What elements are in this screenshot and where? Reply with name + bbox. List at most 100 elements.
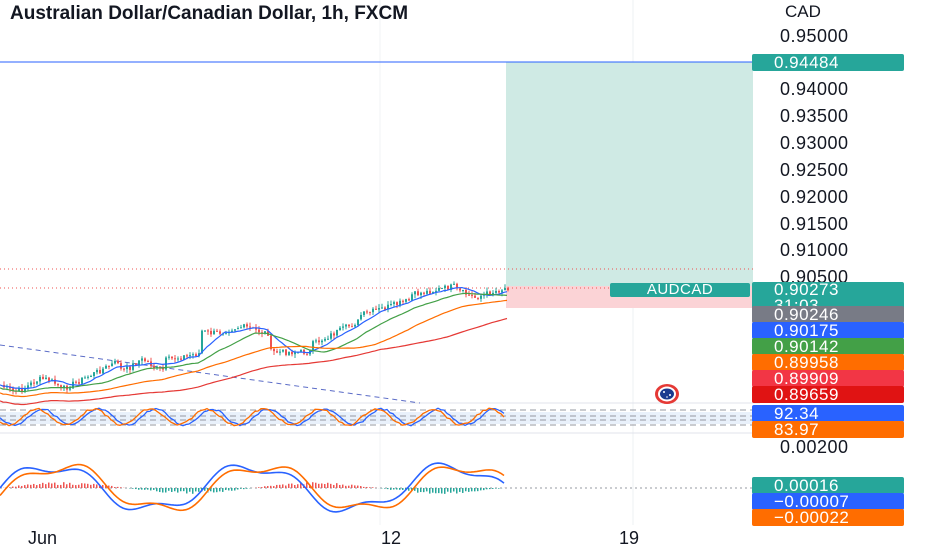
candle-body bbox=[57, 383, 59, 386]
macd-histogram-bar bbox=[117, 486, 119, 488]
macd-histogram-bar bbox=[54, 482, 56, 488]
candle-body bbox=[132, 363, 134, 370]
candle-body bbox=[324, 338, 326, 341]
candle-body bbox=[399, 300, 401, 305]
candle-body bbox=[78, 382, 80, 384]
candle-body bbox=[489, 291, 491, 296]
candle-body bbox=[330, 333, 332, 339]
macd-histogram-bar bbox=[318, 483, 320, 488]
candle-body bbox=[105, 365, 107, 369]
candle-body bbox=[435, 290, 437, 292]
ma5-badge: 0.89659 bbox=[752, 386, 904, 403]
candle-body bbox=[492, 292, 494, 296]
candle-body bbox=[393, 302, 395, 304]
macd-histogram-bar bbox=[27, 484, 29, 488]
candle-body bbox=[114, 360, 116, 364]
macd-histogram-bar bbox=[495, 488, 497, 489]
macd-histogram-bar bbox=[468, 488, 470, 492]
macd-histogram-bar bbox=[273, 486, 275, 488]
candle-body bbox=[189, 355, 191, 357]
price-tick: 0.93500 bbox=[780, 106, 849, 126]
candle-body bbox=[126, 366, 128, 370]
candle-body bbox=[30, 382, 32, 386]
price-tick: 0.93000 bbox=[780, 133, 849, 153]
macd-histogram-bar bbox=[51, 483, 53, 488]
macd-histogram-bar bbox=[120, 487, 122, 488]
candle-body bbox=[117, 360, 119, 364]
macd-histogram-bar bbox=[210, 488, 212, 492]
macd-histogram-bar bbox=[426, 488, 428, 492]
candle-body bbox=[426, 290, 428, 294]
macd-histogram-bar bbox=[438, 488, 440, 494]
macd-histogram-bar bbox=[219, 488, 221, 492]
candle-body bbox=[153, 365, 155, 368]
candle-body bbox=[285, 349, 287, 355]
candle-body bbox=[333, 333, 335, 336]
macd-histogram-bar bbox=[300, 482, 302, 488]
ma-line-red bbox=[0, 317, 508, 406]
macd-histogram-bar bbox=[387, 488, 389, 490]
candle-body bbox=[69, 388, 71, 390]
candle-body bbox=[246, 324, 248, 327]
macd-histogram-bar bbox=[354, 485, 356, 488]
macd-histogram-bar bbox=[450, 488, 452, 493]
candle-body bbox=[348, 324, 350, 327]
rsi-band bbox=[0, 412, 760, 424]
macd-histogram-bar bbox=[276, 484, 278, 488]
candle-body bbox=[300, 349, 302, 352]
macd-histogram-bar bbox=[480, 488, 482, 491]
candle-body bbox=[477, 297, 479, 299]
macd-histogram-bar bbox=[21, 485, 23, 488]
macd-histogram-bar bbox=[183, 488, 185, 492]
candle-body bbox=[186, 355, 188, 357]
price-tick: 0.94000 bbox=[780, 79, 849, 99]
candle-body bbox=[474, 295, 476, 298]
candle-body bbox=[291, 351, 293, 355]
candle-body bbox=[42, 376, 44, 379]
candle-body bbox=[294, 352, 296, 355]
macd-histogram-bar bbox=[9, 487, 11, 488]
macd-histogram-bar bbox=[264, 486, 266, 488]
macd-histogram-bar bbox=[243, 488, 245, 490]
candle-body bbox=[501, 290, 503, 293]
candle-body bbox=[486, 291, 488, 295]
candle-body bbox=[204, 330, 206, 332]
candle-body bbox=[216, 330, 218, 332]
australia-flag-icon[interactable] bbox=[654, 383, 680, 405]
candle-body bbox=[180, 358, 182, 360]
candle-body bbox=[381, 307, 383, 309]
rsi-line-blue bbox=[0, 407, 505, 427]
macd-histogram-bar bbox=[162, 488, 164, 493]
macd-histogram-bar bbox=[282, 484, 284, 488]
macd-histogram-bar bbox=[180, 488, 182, 492]
target-price-badge: 0.94484 bbox=[752, 54, 904, 71]
candle-body bbox=[84, 377, 86, 379]
candle-body bbox=[288, 351, 290, 355]
macd-histogram-bar bbox=[333, 484, 335, 488]
candle-body bbox=[162, 368, 164, 370]
candle-body bbox=[174, 358, 176, 360]
macd-histogram-bar bbox=[63, 482, 65, 488]
candle-body bbox=[243, 324, 245, 328]
candle-body bbox=[129, 366, 131, 370]
macd-histogram-bar bbox=[483, 488, 485, 491]
macd-histogram-bar bbox=[213, 488, 215, 493]
candle-body bbox=[96, 370, 98, 373]
macd-line-badge: −0.00007 bbox=[752, 493, 904, 510]
macd-histogram-bar bbox=[312, 482, 314, 488]
macd-histogram-bar bbox=[351, 484, 353, 488]
macd-histogram-bar bbox=[486, 488, 488, 490]
candle-body bbox=[429, 290, 431, 294]
macd-histogram-bar bbox=[93, 483, 95, 488]
candle-body bbox=[123, 368, 125, 370]
candle-body bbox=[363, 311, 365, 315]
candle-body bbox=[141, 358, 143, 361]
macd-histogram-bar bbox=[315, 482, 317, 488]
candle-body bbox=[147, 361, 149, 363]
macd-histogram-bar bbox=[339, 484, 341, 488]
candle-body bbox=[507, 288, 509, 291]
candle-body bbox=[345, 324, 347, 327]
candle-body bbox=[390, 303, 392, 305]
candle-body bbox=[276, 351, 278, 353]
